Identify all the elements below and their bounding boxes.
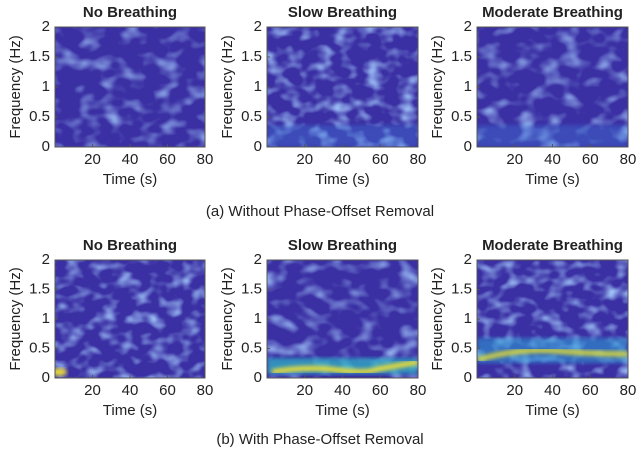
y-tick-label: 1 [464,78,472,95]
y-tick-label: 1 [42,310,50,327]
band [55,368,67,376]
y-tick-label: 0 [42,369,50,386]
texture [55,27,205,147]
y-tick-label: 1 [254,310,262,327]
y-tick-label: 0 [464,369,472,386]
y-axis-label: Frequency (Hz) [7,35,24,138]
x-tick-label: 80 [620,151,637,168]
y-tick-label: 1 [464,310,472,327]
y-tick-label: 0.5 [29,108,50,125]
x-tick-label: 80 [197,382,214,399]
y-tick-label: 0.5 [241,339,262,356]
title: Slow Breathing [288,4,397,21]
title: No Breathing [83,237,177,254]
low-band [267,125,418,147]
spectrogram [267,27,418,147]
x-tick-label: 60 [159,382,176,399]
low-band [477,125,628,147]
x-tick-label: 80 [410,151,427,168]
x-axis-label: Time (s) [525,171,579,188]
y-axis-label: Frequency (Hz) [219,267,236,370]
y-tick-label: 2 [42,18,50,35]
title: No Breathing [83,4,177,21]
spectrogram [267,260,418,378]
x-tick-label: 20 [296,151,313,168]
y-tick-label: 1.5 [451,48,472,65]
band [271,359,418,375]
x-axis-label: Time (s) [315,402,369,419]
x-tick-label: 60 [159,151,176,168]
caption: (a) Without Phase-Offset Removal [206,203,434,220]
x-tick-label: 40 [122,151,139,168]
y-axis-label: Frequency (Hz) [7,267,24,370]
x-tick-label: 20 [506,151,523,168]
title: Moderate Breathing [482,237,623,254]
x-tick-label: 40 [122,382,139,399]
y-tick-label: 2 [464,18,472,35]
y-axis-label: Frequency (Hz) [429,35,446,138]
x-tick-label: 20 [296,382,313,399]
y-tick-label: 2 [42,251,50,268]
y-tick-label: 0 [42,138,50,155]
x-tick-label: 20 [506,382,523,399]
y-tick-label: 0 [254,369,262,386]
x-tick-label: 80 [197,151,214,168]
x-tick-label: 80 [410,382,427,399]
band [477,347,628,363]
y-tick-label: 2 [254,18,262,35]
y-tick-label: 0.5 [451,339,472,356]
title: Slow Breathing [288,237,397,254]
y-tick-label: 0.5 [29,339,50,356]
y-tick-label: 1 [42,78,50,95]
spectrogram [477,27,628,147]
spectrogram [55,260,205,378]
x-tick-label: 20 [84,151,101,168]
y-tick-label: 0.5 [241,108,262,125]
x-tick-label: 60 [372,382,389,399]
texture [55,260,205,378]
spectrogram [477,260,628,378]
x-tick-label: 20 [84,382,101,399]
x-axis-label: Time (s) [103,402,157,419]
y-axis-label: Frequency (Hz) [429,267,446,370]
x-tick-label: 40 [544,382,561,399]
y-tick-label: 1 [254,78,262,95]
y-tick-label: 0 [464,138,472,155]
y-tick-label: 1.5 [451,280,472,297]
x-axis-label: Time (s) [525,402,579,419]
x-tick-label: 40 [334,151,351,168]
y-tick-label: 2 [254,251,262,268]
y-tick-label: 1.5 [29,48,50,65]
x-axis-label: Time (s) [103,171,157,188]
x-tick-label: 60 [582,382,599,399]
x-tick-label: 60 [372,151,389,168]
y-tick-label: 0 [254,138,262,155]
spectrogram [55,27,205,147]
y-tick-label: 1.5 [241,48,262,65]
x-tick-label: 40 [334,382,351,399]
caption: (b) With Phase-Offset Removal [216,431,423,448]
y-axis-label: Frequency (Hz) [219,35,236,138]
y-tick-label: 0.5 [451,108,472,125]
x-tick-label: 40 [544,151,561,168]
y-tick-label: 1.5 [29,280,50,297]
title: Moderate Breathing [482,4,623,21]
y-tick-label: 1.5 [241,280,262,297]
x-tick-label: 80 [620,382,637,399]
y-tick-label: 2 [464,251,472,268]
x-axis-label: Time (s) [315,171,369,188]
x-tick-label: 60 [582,151,599,168]
